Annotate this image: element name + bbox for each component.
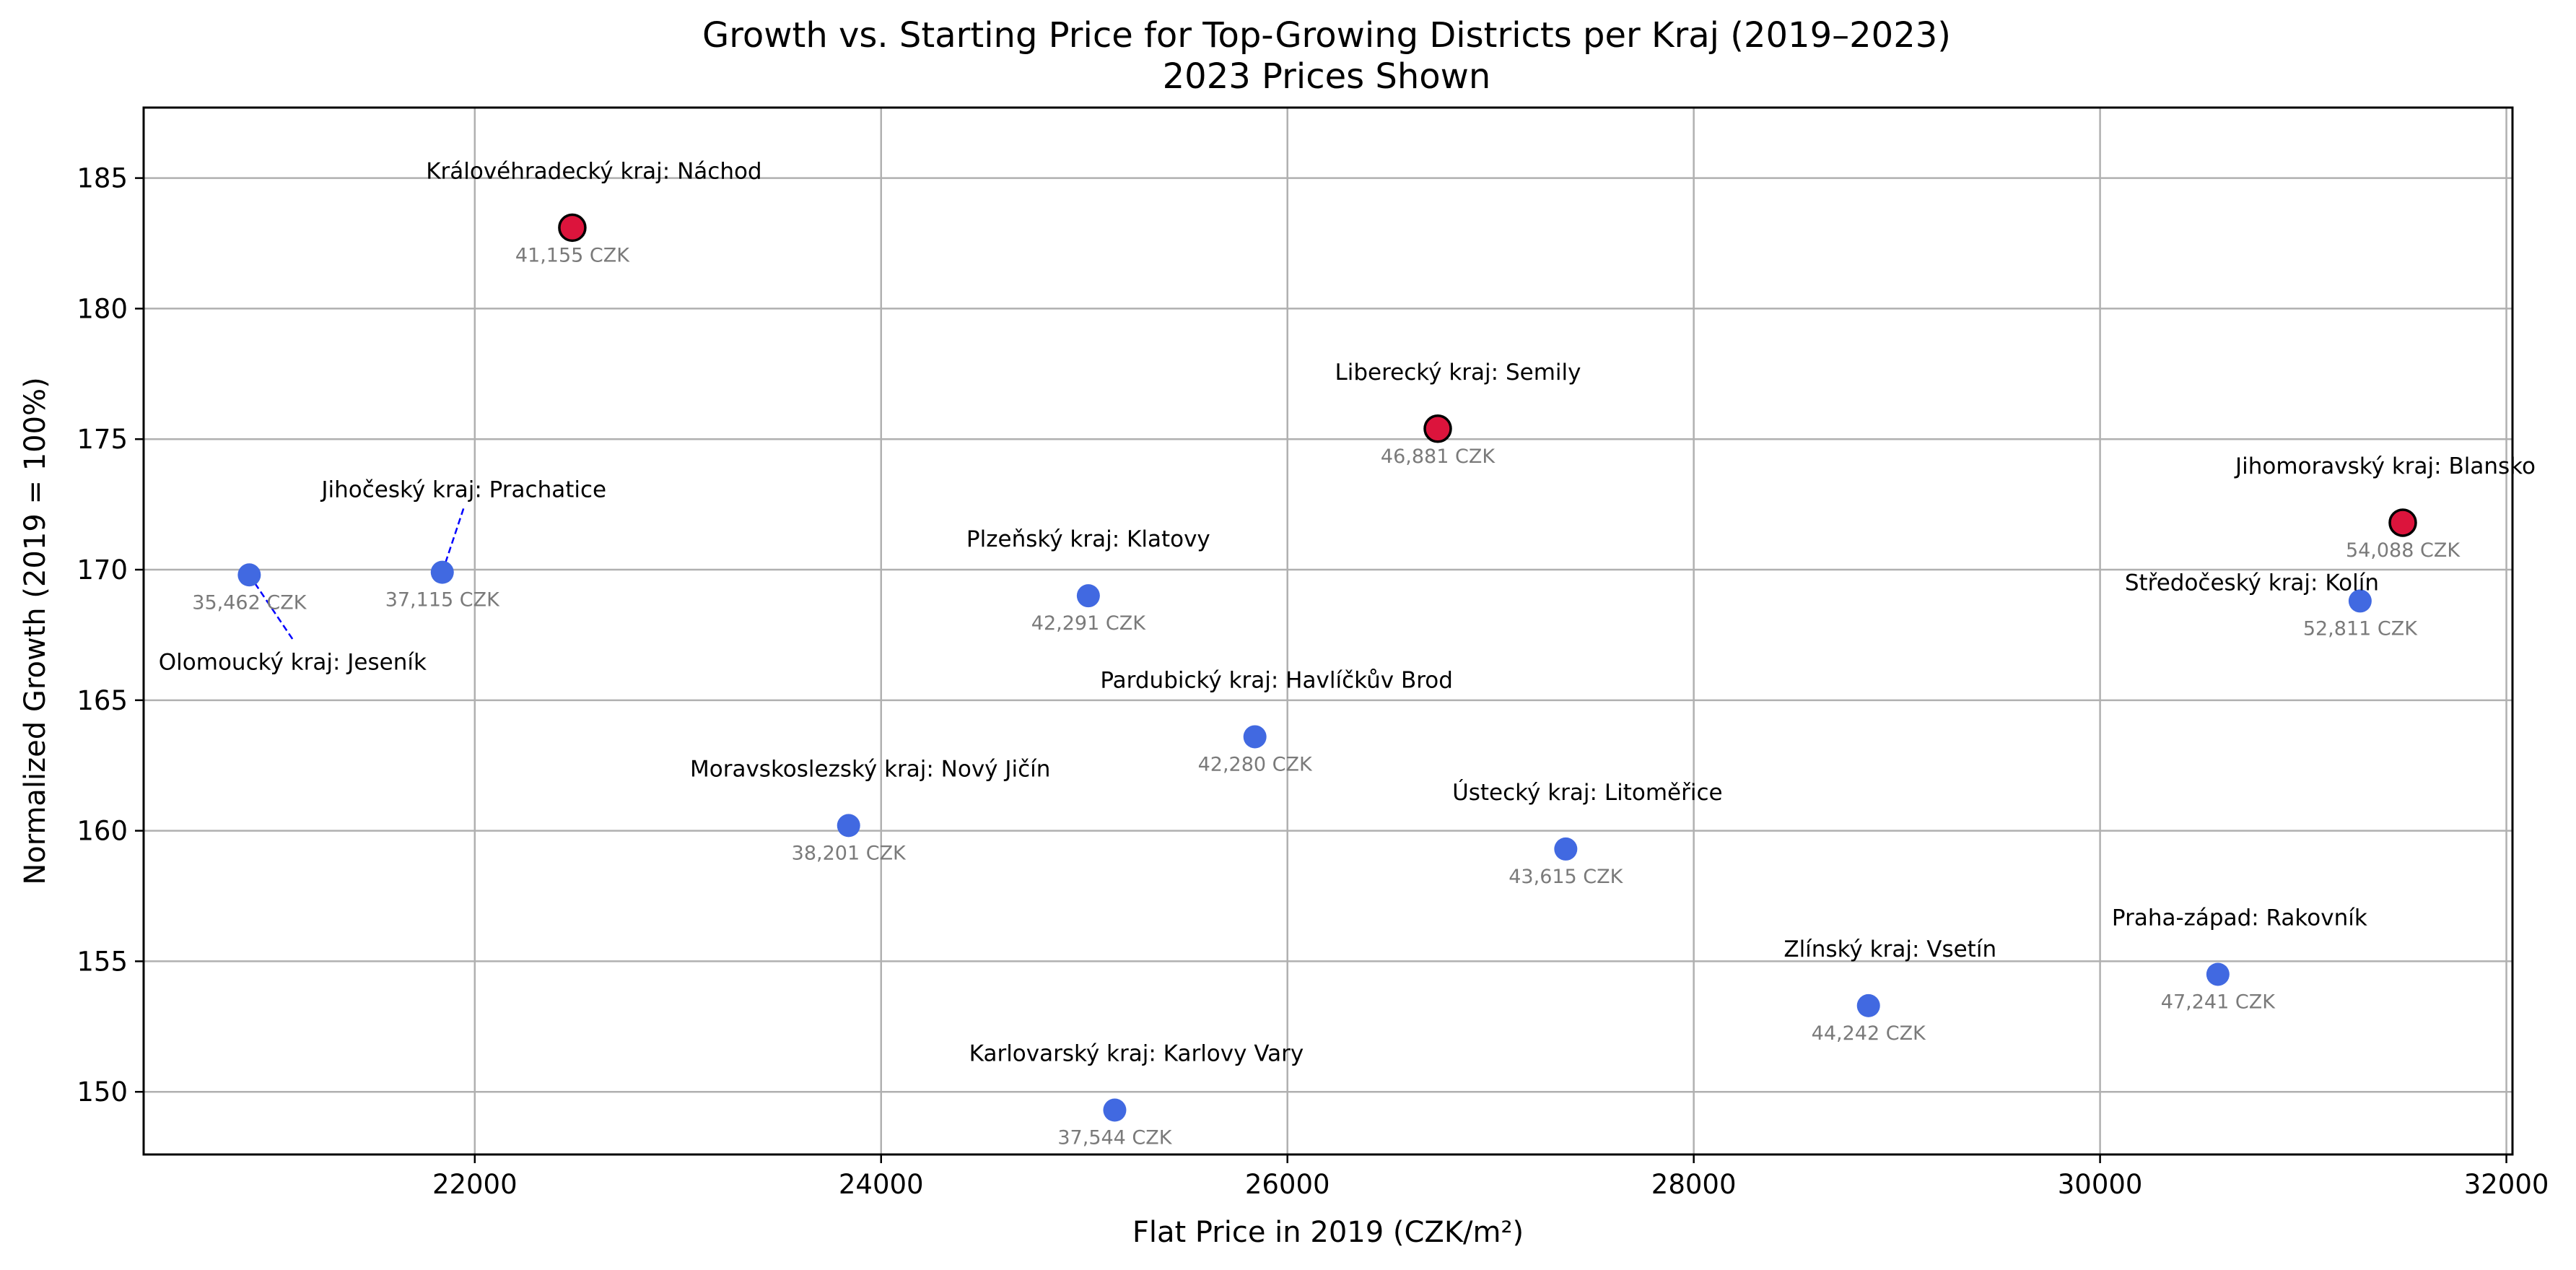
point-price-label: 37,544 CZK xyxy=(1057,1127,1172,1149)
y-tick-label: 155 xyxy=(77,946,128,977)
data-point xyxy=(1103,1098,1127,1122)
highlighted-data-point xyxy=(558,213,587,243)
point-price-label: 41,155 CZK xyxy=(515,244,630,266)
point-name-label: Královéhradecký kraj: Náchod xyxy=(426,158,761,184)
point-name-label: Ústecký kraj: Litoměřice xyxy=(1452,779,1723,806)
data-point xyxy=(837,814,860,838)
data-point xyxy=(1076,584,1100,608)
point-name-label: Středočeský kraj: Kolín xyxy=(2125,570,2379,596)
x-tick-label: 26000 xyxy=(1245,1169,1330,1200)
y-tick-label: 150 xyxy=(77,1077,128,1108)
y-tick-label: 165 xyxy=(77,685,128,716)
point-price-label: 44,242 CZK xyxy=(1812,1022,1926,1045)
point-name-label: Plzeňský kraj: Klatovy xyxy=(966,526,1210,552)
point-price-label: 52,811 CZK xyxy=(2303,617,2418,640)
point-name-label: Jihočeský kraj: Prachatice xyxy=(320,477,606,503)
data-points xyxy=(237,213,2417,1122)
chart-subtitle: 2023 Prices Shown xyxy=(1163,56,1491,97)
point-name-label: Jihomoravský kraj: Blansko xyxy=(2234,453,2536,479)
x-tick-label: 28000 xyxy=(1651,1169,1737,1200)
point-name-label: Pardubický kraj: Havlíčkův Brod xyxy=(1100,667,1453,693)
chart-title: Growth vs. Starting Price for Top-Growin… xyxy=(702,15,1951,56)
point-price-label: 43,615 CZK xyxy=(1509,866,1623,888)
y-tick-label: 175 xyxy=(77,424,128,455)
y-tick-label: 185 xyxy=(77,163,128,194)
point-labels: Královéhradecký kraj: Náchod 41,155 CZK Li… xyxy=(159,158,2536,1149)
data-point xyxy=(2206,962,2230,986)
y-tick-label: 170 xyxy=(77,554,128,586)
data-point xyxy=(1243,725,1267,749)
point-name-label: Liberecký kraj: Semily xyxy=(1335,360,1581,386)
point-price-label: 35,462 CZK xyxy=(192,591,307,614)
highlighted-data-point xyxy=(2388,508,2417,537)
point-name-label: Karlovarský kraj: Karlovy Vary xyxy=(969,1041,1304,1067)
data-point xyxy=(430,560,454,584)
point-price-label: 54,088 CZK xyxy=(2346,539,2461,562)
highlighted-data-point xyxy=(1423,414,1452,443)
data-point xyxy=(2348,589,2372,613)
data-point xyxy=(237,563,261,587)
grid-lines xyxy=(144,108,2512,1154)
x-tick-label: 24000 xyxy=(839,1169,924,1200)
x-tick-label: 22000 xyxy=(432,1169,518,1200)
y-tick-label: 160 xyxy=(77,816,128,847)
y-tick-label: 180 xyxy=(77,293,128,324)
point-price-label: 47,241 CZK xyxy=(2161,991,2276,1013)
label-leader-line xyxy=(248,574,294,640)
x-axis-label: Flat Price in 2019 (CZK/m²) xyxy=(1132,1216,1524,1249)
data-point xyxy=(1856,993,1880,1017)
point-name-label: Zlínský kraj: Vsetín xyxy=(1783,936,1996,962)
axis-ticks: 22000 24000 26000 28000 30000 32000 150 155 160 1… xyxy=(77,163,2549,1200)
point-price-label: 46,881 CZK xyxy=(1381,445,1496,468)
x-tick-label: 30000 xyxy=(2058,1169,2143,1200)
point-name-label: Moravskoslezský kraj: Nový Jičín xyxy=(690,756,1050,782)
point-name-label: Olomoucký kraj: Jeseník xyxy=(159,649,427,675)
plot-area-frame xyxy=(142,106,2514,1156)
point-price-label: 42,291 CZK xyxy=(1031,612,1146,635)
data-point xyxy=(1554,837,1578,861)
point-price-label: 42,280 CZK xyxy=(1198,753,1313,775)
point-price-label: 38,201 CZK xyxy=(792,842,907,864)
point-price-label: 37,115 CZK xyxy=(385,589,500,612)
point-name-label: Praha-západ: Rakovník xyxy=(2112,905,2367,931)
y-axis-label: Normalized Growth (2019 = 100%) xyxy=(19,377,52,884)
x-tick-label: 32000 xyxy=(2464,1169,2549,1200)
